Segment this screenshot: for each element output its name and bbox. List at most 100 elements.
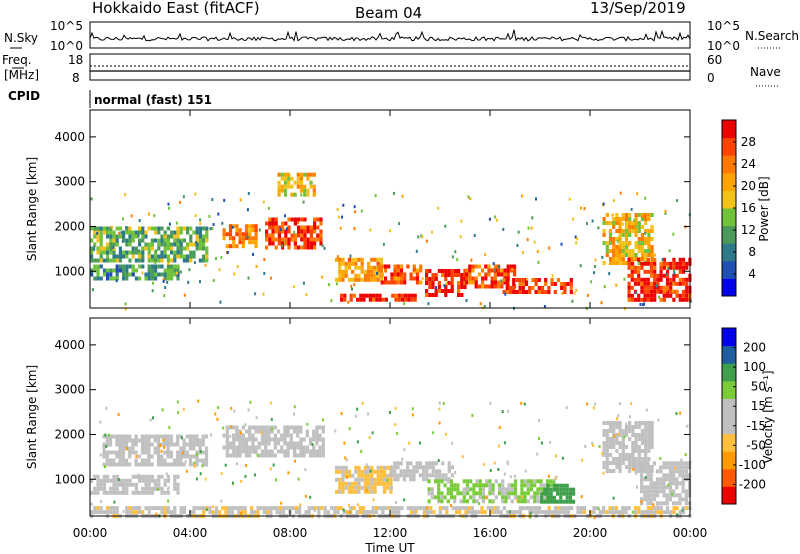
scatter-cell bbox=[118, 246, 122, 251]
scatter-cell bbox=[173, 258, 177, 263]
scatter-cell bbox=[462, 491, 466, 496]
scatter-cell bbox=[205, 238, 209, 243]
scatter-cell bbox=[563, 290, 567, 294]
scatter-cell bbox=[552, 483, 556, 488]
scatter-cell bbox=[267, 429, 271, 434]
scatter-speckle bbox=[219, 300, 222, 304]
scatter-speckle bbox=[168, 222, 171, 226]
scatter-cell bbox=[235, 433, 239, 438]
scatter-cell bbox=[115, 264, 119, 269]
scatter-cell bbox=[154, 250, 158, 255]
scatter-cell bbox=[287, 184, 291, 189]
scatter-cell bbox=[122, 254, 126, 259]
scatter-cell bbox=[138, 276, 142, 281]
scatter-cell bbox=[370, 465, 374, 470]
scatter-cell bbox=[568, 495, 572, 500]
scatter-speckle bbox=[508, 510, 511, 514]
scatter-cell bbox=[156, 458, 161, 463]
scatter-cell bbox=[370, 265, 374, 270]
scatter-speckle bbox=[633, 218, 636, 222]
scatter-cell bbox=[681, 289, 686, 294]
time-x-axis: 00:00 04:00 08:00 12:00 16:00 20:00 00:00 bbox=[73, 110, 708, 540]
scatter-cell bbox=[147, 442, 151, 447]
scatter-cell bbox=[665, 485, 669, 490]
x-tick-label: 00:00 bbox=[673, 526, 708, 540]
scatter-cell bbox=[298, 506, 302, 511]
scatter-cell bbox=[160, 458, 164, 463]
scatter-cell bbox=[649, 289, 654, 294]
scatter-cell bbox=[338, 265, 342, 270]
scatter-speckle bbox=[304, 468, 307, 472]
scatter-cell bbox=[340, 297, 344, 302]
scatter-speckle bbox=[616, 417, 618, 421]
scatter-cell bbox=[475, 491, 479, 496]
scatter-cell bbox=[568, 487, 572, 492]
scatter-cell bbox=[649, 501, 653, 506]
scatter-cell bbox=[284, 229, 288, 234]
scatter-cell bbox=[225, 441, 229, 446]
scatter-cell bbox=[122, 486, 126, 491]
scatter-cell bbox=[605, 457, 609, 461]
scatter-cell bbox=[653, 257, 657, 262]
scatter-cell bbox=[272, 506, 276, 511]
scatter-cell bbox=[176, 438, 180, 443]
scatter-cell bbox=[403, 272, 407, 277]
scatter-cell bbox=[634, 506, 638, 511]
scatter-cell bbox=[299, 425, 303, 430]
scatter-cell bbox=[397, 293, 401, 298]
scatter-speckle bbox=[624, 307, 626, 311]
scatter-cell bbox=[115, 254, 119, 259]
scatter-cell bbox=[531, 510, 535, 515]
scatter-cell bbox=[276, 449, 281, 454]
scatter-cell bbox=[513, 479, 518, 484]
scatter-cell bbox=[640, 485, 644, 490]
scatter-cell bbox=[631, 461, 635, 465]
scatter-cell bbox=[335, 277, 339, 282]
scatter-cell bbox=[665, 501, 669, 506]
scatter-cell bbox=[637, 229, 641, 233]
scatter-cell bbox=[490, 506, 494, 511]
scatter-cell bbox=[205, 226, 209, 231]
scatter-cell bbox=[309, 225, 313, 230]
scatter-speckle bbox=[267, 206, 270, 210]
scatter-cell bbox=[140, 442, 145, 447]
scatter-cell bbox=[383, 481, 387, 486]
scatter-cell bbox=[653, 297, 657, 302]
scatter-speckle bbox=[568, 197, 571, 201]
scatter-cell bbox=[637, 273, 641, 278]
scatter-speckle bbox=[372, 498, 375, 502]
scatter-speckle bbox=[527, 226, 530, 230]
scatter-cell bbox=[662, 293, 666, 298]
scatter-speckle bbox=[601, 452, 604, 456]
scatter-cell bbox=[163, 506, 167, 511]
scatter-cell bbox=[659, 469, 663, 474]
scatter-cell bbox=[271, 233, 275, 238]
scatter-speckle bbox=[594, 258, 597, 262]
scatter-cell bbox=[370, 481, 374, 486]
scatter-cell bbox=[407, 293, 411, 298]
scatter-speckle bbox=[533, 240, 536, 244]
scatter-cell bbox=[157, 272, 161, 277]
scatter-cell bbox=[122, 272, 126, 277]
scatter-cell bbox=[399, 268, 404, 273]
scatter-cell bbox=[238, 232, 242, 237]
scatter-cell bbox=[343, 297, 347, 302]
scatter-cell bbox=[615, 465, 619, 469]
scatter-cell bbox=[153, 446, 157, 451]
scatter-cell bbox=[270, 449, 274, 454]
scatter-cell bbox=[505, 278, 509, 282]
scatter-cell bbox=[182, 450, 186, 455]
scatter-cell bbox=[501, 479, 505, 484]
scatter-cell bbox=[154, 276, 158, 281]
scatter-cell bbox=[195, 238, 199, 243]
scatter-speckle bbox=[445, 282, 448, 286]
scatter-cell bbox=[189, 250, 193, 255]
scatter-cell bbox=[96, 258, 100, 263]
scatter-cell bbox=[156, 454, 161, 459]
scatter-speckle bbox=[643, 302, 646, 306]
scatter-cell bbox=[503, 280, 507, 285]
scatter-cell bbox=[270, 437, 274, 442]
scatter-cell bbox=[640, 449, 645, 453]
scatter-cell bbox=[628, 457, 632, 461]
scatter-cell bbox=[281, 225, 285, 230]
